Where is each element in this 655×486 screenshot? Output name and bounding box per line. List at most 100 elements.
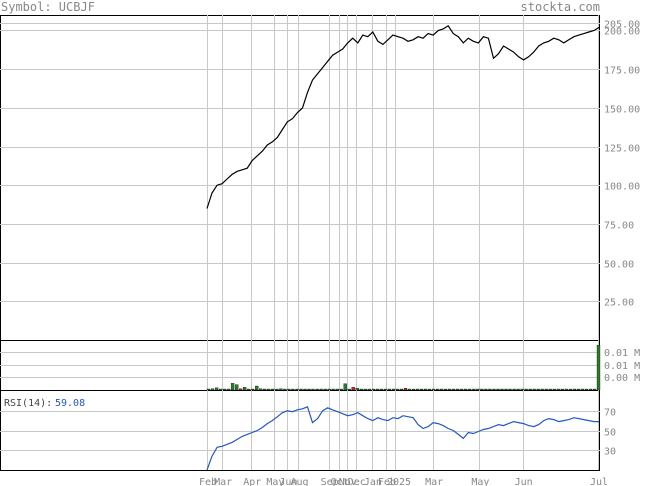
volume-bar — [500, 388, 504, 391]
volume-bar — [243, 387, 247, 391]
x-tick-label: May — [266, 477, 284, 486]
rsi-tick-label: 70 — [604, 408, 616, 419]
volume-bar — [359, 388, 363, 391]
volume-bar — [291, 388, 295, 391]
volume-bar — [387, 388, 392, 391]
rsi-series — [206, 406, 599, 471]
volume-bar — [423, 388, 428, 391]
volume-bar — [456, 388, 460, 391]
volume-bar — [580, 388, 585, 391]
volume-bar — [259, 388, 263, 391]
price-tick-label: 100.00 — [604, 182, 640, 193]
volume-bar — [271, 388, 275, 391]
volume-bar — [391, 388, 396, 391]
volume-bar — [351, 387, 355, 391]
volume-bar — [576, 388, 581, 391]
x-tick-label: Mar — [425, 477, 443, 486]
volume-bar — [452, 388, 456, 391]
x-tick-label: Jun — [279, 477, 297, 486]
volume-bar — [496, 388, 500, 391]
volume-axis: 0.01 M0.01 M0.00 M — [604, 348, 640, 384]
volume-bar — [460, 388, 464, 391]
volume-bar — [592, 388, 597, 391]
volume-bar — [226, 388, 231, 391]
volume-bar — [588, 388, 593, 391]
volume-bar — [283, 388, 287, 391]
rsi-tick-label: 30 — [604, 447, 616, 458]
volume-bar — [568, 388, 573, 391]
volume-bar — [335, 388, 339, 391]
volume-gridlines — [0, 352, 600, 378]
price-tick-label: 75.00 — [604, 221, 634, 232]
volume-bar — [564, 388, 568, 391]
volume-bar — [512, 388, 516, 391]
rsi-tick-label: 50 — [604, 428, 616, 439]
volume-bar — [206, 388, 211, 391]
volume-bar — [218, 388, 223, 391]
x-tick-label: Nov — [339, 477, 357, 486]
volume-bar — [407, 388, 412, 391]
volume-bar — [464, 388, 468, 391]
volume-bar — [399, 388, 404, 391]
volume-bar — [287, 388, 291, 391]
volume-bar — [331, 388, 335, 391]
vertical-gridlines — [207, 15, 599, 470]
volume-bar — [347, 388, 351, 391]
volume-bar — [367, 388, 371, 391]
x-tick-label: Sep — [321, 477, 339, 486]
price-tick-label: 50.00 — [604, 260, 634, 271]
volume-bar — [371, 388, 376, 391]
volume-bar — [436, 388, 440, 391]
volume-bar — [419, 388, 424, 391]
volume-bar — [319, 388, 323, 391]
price-tick-label: 205.00 — [604, 20, 640, 31]
volume-bar — [532, 388, 536, 391]
volume-bar — [484, 388, 488, 391]
volume-bar — [440, 388, 444, 391]
volume-bar — [572, 388, 577, 391]
volume-tick-label: 0.01 M — [604, 361, 640, 372]
volume-bar — [432, 388, 436, 391]
volume-bar — [210, 388, 215, 391]
volume-bar — [427, 388, 432, 391]
price-tick-label: 25.00 — [604, 298, 634, 309]
volume-bar — [472, 388, 476, 391]
x-tick-label: Feb — [378, 477, 396, 486]
volume-bar — [275, 388, 279, 391]
volume-bar — [508, 388, 512, 391]
volume-bar — [540, 388, 544, 391]
volume-bar — [279, 388, 283, 391]
volume-bar — [299, 388, 303, 391]
volume-bar — [235, 384, 239, 391]
x-tick-label: 2025 — [387, 477, 411, 486]
volume-bar — [383, 388, 388, 391]
volume-bar — [444, 388, 448, 391]
x-tick-label: Oct — [331, 477, 349, 486]
price-line — [206, 24, 600, 209]
rsi-axis: 70 50 30 — [604, 408, 616, 458]
volume-tick-label: 0.01 M — [604, 348, 640, 359]
volume-bar — [327, 388, 331, 391]
volume-bar — [267, 388, 271, 391]
x-tick-label: May — [471, 477, 489, 486]
x-tick-label: Apr — [243, 477, 261, 486]
volume-bar — [239, 388, 243, 391]
volume-bar — [536, 388, 540, 391]
volume-bar — [480, 388, 484, 391]
price-tick-label: 150.00 — [604, 105, 640, 116]
volume-bar — [295, 388, 299, 391]
volume-bar — [247, 388, 251, 391]
volume-bar — [339, 388, 343, 391]
volume-bar — [520, 388, 524, 391]
volume-bar — [222, 388, 227, 391]
volume-bar — [504, 388, 508, 391]
volume-bar — [556, 388, 560, 391]
volume-bar — [303, 388, 307, 391]
rsi-panel — [0, 390, 600, 471]
x-tick-label: Jan — [364, 477, 382, 486]
site-name: stockta.com — [520, 0, 600, 14]
volume-bar — [524, 388, 528, 391]
